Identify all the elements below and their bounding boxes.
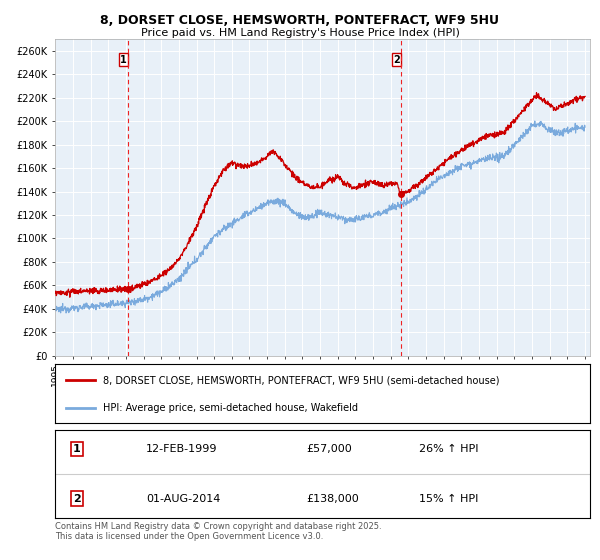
Text: 2: 2 bbox=[73, 493, 80, 503]
Text: Contains HM Land Registry data © Crown copyright and database right 2025.
This d: Contains HM Land Registry data © Crown c… bbox=[55, 522, 382, 542]
Text: 1: 1 bbox=[120, 55, 127, 65]
Text: 2: 2 bbox=[393, 55, 400, 65]
Text: £57,000: £57,000 bbox=[307, 444, 352, 454]
Text: HPI: Average price, semi-detached house, Wakefield: HPI: Average price, semi-detached house,… bbox=[103, 403, 358, 413]
Text: 26% ↑ HPI: 26% ↑ HPI bbox=[419, 444, 479, 454]
Text: Price paid vs. HM Land Registry's House Price Index (HPI): Price paid vs. HM Land Registry's House … bbox=[140, 28, 460, 38]
Text: 8, DORSET CLOSE, HEMSWORTH, PONTEFRACT, WF9 5HU (semi-detached house): 8, DORSET CLOSE, HEMSWORTH, PONTEFRACT, … bbox=[103, 375, 500, 385]
Text: £138,000: £138,000 bbox=[307, 493, 359, 503]
Text: 15% ↑ HPI: 15% ↑ HPI bbox=[419, 493, 479, 503]
Text: 1: 1 bbox=[73, 444, 80, 454]
Text: 8, DORSET CLOSE, HEMSWORTH, PONTEFRACT, WF9 5HU: 8, DORSET CLOSE, HEMSWORTH, PONTEFRACT, … bbox=[101, 14, 499, 27]
Text: 01-AUG-2014: 01-AUG-2014 bbox=[146, 493, 221, 503]
Text: 12-FEB-1999: 12-FEB-1999 bbox=[146, 444, 218, 454]
